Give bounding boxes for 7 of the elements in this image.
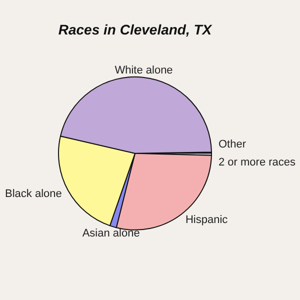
slice-label: White alone [114, 64, 173, 76]
slice-label: Black alone [5, 188, 62, 200]
chart-title: Races in Cleveland, TX [58, 21, 214, 38]
slice-label: Other [218, 138, 246, 150]
slice-label: 2 or more races [218, 156, 296, 168]
slice-label: Asian alone [82, 227, 140, 240]
slice-label: Hispanic [185, 214, 228, 226]
